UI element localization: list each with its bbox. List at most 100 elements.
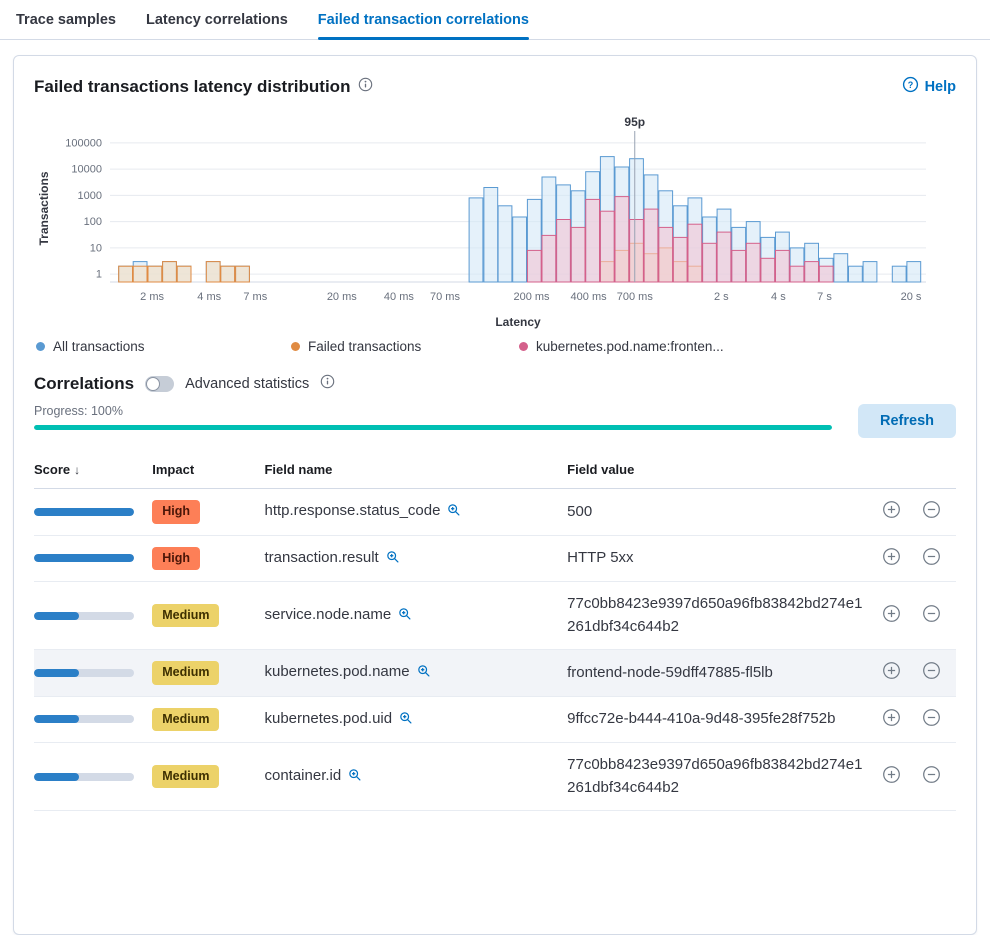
svg-text:4 s: 4 s [771,291,786,303]
field-value: HTTP 5xx [567,535,876,582]
legend-dot-pink [519,342,528,351]
info-icon[interactable] [358,77,373,97]
help-label: Help [924,78,956,95]
legend-label: Failed transactions [308,339,422,354]
advanced-statistics-info-icon[interactable] [320,374,335,394]
help-icon: ? [902,76,919,97]
field-value: 9ffcc72e-b444-410a-9d48-395fe28f752b [567,696,876,743]
svg-text:100: 100 [84,216,102,228]
svg-text:Latency: Latency [495,315,541,329]
exclude-filter-button[interactable] [922,765,941,784]
field-value: 77c0bb8423e9397d650a96fb83842bd274e1261d… [567,742,876,811]
column-header-actions-include [875,452,916,489]
impact-badge: High [152,500,201,524]
svg-text:10: 10 [90,242,102,254]
column-header-actions-exclude [915,452,956,489]
progress-bar [34,425,832,430]
advanced-statistics-toggle[interactable] [145,376,175,392]
chart-legend: All transactions Failed transactions kub… [36,339,956,354]
impact-badge: Medium [152,603,220,628]
field-value: 500 [567,488,876,536]
svg-text:400 ms: 400 ms [571,291,608,303]
help-link[interactable]: ? Help [902,76,956,97]
column-header-field-value: Field value [567,452,876,489]
table-row[interactable]: Medium container.id 77c0bb8423e9397d650a96… [34,742,956,811]
legend-item-pod-name[interactable]: kubernetes.pod.name:fronten... [519,339,724,354]
include-filter-button[interactable] [882,661,901,680]
svg-text:40 ms: 40 ms [384,291,414,303]
magnifier-icon[interactable] [386,550,400,568]
tab-latency-correlations[interactable]: Latency correlations [145,11,288,28]
tab-bar: Trace samples Latency correlations Faile… [0,0,990,40]
exclude-filter-button[interactable] [922,547,941,566]
score-bar [34,668,134,677]
magnifier-icon[interactable] [417,664,431,682]
exclude-filter-button[interactable] [922,661,941,680]
include-filter-button[interactable] [882,500,901,519]
svg-text:700 ms: 700 ms [617,291,654,303]
field-value: frontend-node-59dff47885-fl5lb [567,649,876,697]
table-row[interactable]: Medium kubernetes.pod.uid 9ffcc72e-b444-41… [34,696,956,743]
magnifier-icon[interactable] [447,503,461,521]
magnifier-icon[interactable] [399,711,413,729]
field-name: container.id [264,767,342,784]
magnifier-icon[interactable] [398,607,412,625]
table-row[interactable]: Medium service.node.name 77c0bb8423e9397d6… [34,581,956,650]
svg-text:100000: 100000 [65,137,102,149]
exclude-filter-button[interactable] [922,604,941,623]
refresh-button[interactable]: Refresh [858,404,956,438]
progress-label: Progress: 100% [34,404,123,418]
tab-failed-transaction-correlations[interactable]: Failed transaction correlations [317,0,530,40]
legend-dot-orange [291,342,300,351]
impact-badge: Medium [152,707,220,731]
include-filter-button[interactable] [882,547,901,566]
svg-text:4 ms: 4 ms [197,291,221,303]
advanced-statistics-label: Advanced statistics [185,376,310,392]
include-filter-button[interactable] [882,765,901,784]
table-row[interactable]: High http.response.status_code 500 [34,488,956,536]
field-name: transaction.result [264,548,379,566]
legend-item-all-transactions[interactable]: All transactions [36,339,291,354]
score-bar [34,554,134,563]
table-row[interactable]: High transaction.result HTTP 5xx [34,535,956,582]
svg-text:95p: 95p [624,115,645,129]
magnifier-icon[interactable] [348,768,362,786]
chart-title: Failed transactions latency distribution [34,76,351,96]
impact-badge: Medium [152,764,220,789]
impact-badge: Medium [152,661,220,685]
tab-trace-samples[interactable]: Trace samples [16,11,116,28]
column-header-score[interactable]: Score ↓ [34,452,153,489]
svg-text:1000: 1000 [78,190,102,202]
svg-text:200 ms: 200 ms [513,291,550,303]
svg-text:10000: 10000 [71,164,102,176]
svg-text:20 s: 20 s [901,291,922,303]
svg-text:?: ? [907,80,913,90]
sort-descending-icon: ↓ [74,463,81,477]
legend-item-failed-transactions[interactable]: Failed transactions [291,339,519,354]
score-bar [34,772,134,781]
score-bar [34,715,134,724]
score-bar [34,611,134,620]
include-filter-button[interactable] [882,604,901,623]
exclude-filter-button[interactable] [922,708,941,727]
impact-badge: High [152,546,201,570]
include-filter-button[interactable] [882,708,901,727]
legend-label: kubernetes.pod.name:fronten... [536,339,724,354]
latency-distribution-chart[interactable]: 1 10 100 1000 10000 100000 95p 2 ms 4 ms 7 ms 20 m… [34,115,956,335]
svg-text:20 ms: 20 ms [327,291,357,303]
legend-label: All transactions [53,339,145,354]
main-panel: Failed transactions latency distribution… [13,55,977,935]
field-name: kubernetes.pod.name [264,663,410,681]
table-row[interactable]: Medium kubernetes.pod.name frontend-node-5… [34,649,956,697]
correlations-table: Score ↓ Impact Field name Field value Hig… [34,452,956,811]
correlations-header: Correlations Advanced statistics [34,374,956,394]
column-header-impact: Impact [152,452,265,489]
toggle-knob [146,377,161,391]
progress-row: Progress: 100% Refresh [34,404,956,438]
svg-text:70 ms: 70 ms [430,291,460,303]
exclude-filter-button[interactable] [922,500,941,519]
field-name: http.response.status_code [264,502,441,520]
score-bar [34,507,134,516]
svg-text:2 s: 2 s [714,291,729,303]
